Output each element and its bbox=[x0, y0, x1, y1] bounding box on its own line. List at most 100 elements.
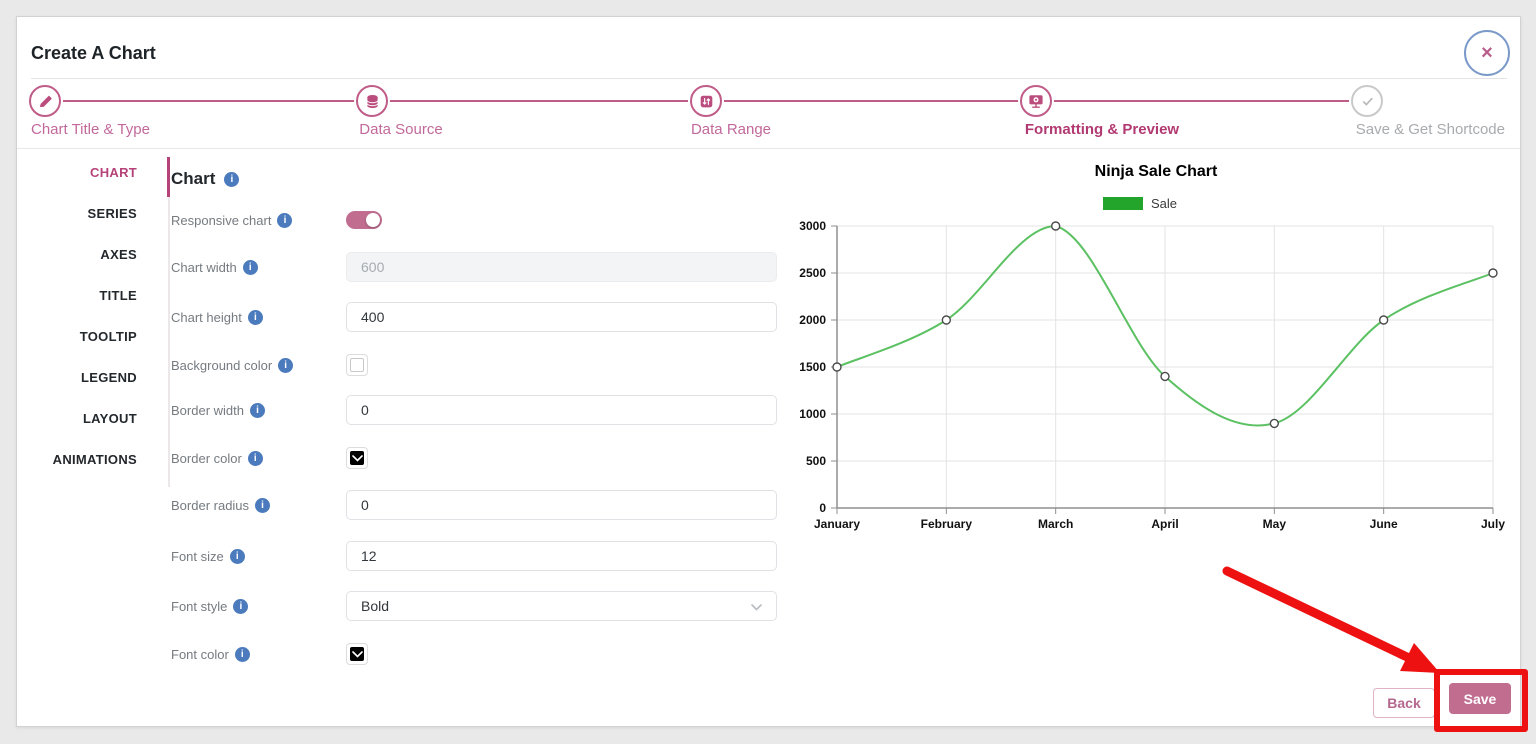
legend-label: Sale bbox=[1150, 196, 1178, 211]
field-label-text: Background color bbox=[171, 357, 273, 373]
svg-text:1500: 1500 bbox=[799, 360, 826, 374]
font-color-color-swatch[interactable] bbox=[346, 643, 368, 665]
field-label-text: Border width bbox=[171, 402, 244, 418]
info-icon[interactable]: i bbox=[249, 402, 265, 418]
chart-preview: Ninja Sale Chart Sale 0 500 1000 1500 2000 25… bbox=[791, 163, 1521, 563]
step-save-get-shortcode-circle[interactable] bbox=[1351, 85, 1383, 117]
svg-text:February: February bbox=[921, 517, 973, 531]
field-label-chart-height: Chart height i bbox=[171, 309, 346, 325]
info-icon[interactable]: i bbox=[233, 598, 249, 614]
field-label-font-style: Font style i bbox=[171, 598, 346, 614]
sidebar-tab-legend[interactable]: LEGEND bbox=[81, 370, 137, 385]
border-color-color-swatch[interactable] bbox=[346, 447, 368, 469]
page-title: Create A Chart bbox=[31, 43, 156, 63]
field-label-border-color: Border color i bbox=[171, 450, 346, 466]
field-label-responsive-chart: Responsive chart i bbox=[171, 212, 346, 228]
step-chart-title-type-label[interactable]: Chart Title & Type bbox=[31, 121, 150, 138]
step-data-range-label[interactable]: Data Range bbox=[690, 121, 772, 138]
panel-title-text: Chart bbox=[171, 169, 216, 188]
sidebar-tab-series[interactable]: SERIES bbox=[87, 206, 137, 221]
info-icon[interactable]: i bbox=[229, 548, 245, 564]
svg-text:0: 0 bbox=[819, 501, 826, 515]
info-icon[interactable]: i bbox=[278, 357, 294, 373]
close-icon: × bbox=[1481, 42, 1493, 64]
close-button[interactable]: × bbox=[1464, 30, 1510, 76]
field-label-text: Border color bbox=[171, 450, 242, 466]
svg-text:2500: 2500 bbox=[799, 266, 826, 280]
info-icon[interactable]: i bbox=[277, 212, 293, 228]
step-data-source-circle[interactable] bbox=[356, 85, 388, 117]
svg-text:July: July bbox=[1481, 517, 1505, 531]
wizard-stepper: Chart Title & Type Data Source Data Range F… bbox=[17, 17, 1520, 148]
sidebar-tab-title[interactable]: TITLE bbox=[99, 288, 137, 303]
field-label-background-color: Background color i bbox=[171, 357, 346, 373]
info-icon[interactable]: i bbox=[247, 309, 263, 325]
info-icon[interactable]: i bbox=[242, 259, 258, 275]
color-swatch-value bbox=[350, 451, 364, 465]
info-icon[interactable]: i bbox=[255, 497, 271, 513]
monitor-icon bbox=[1028, 93, 1044, 109]
responsive-chart-toggle[interactable] bbox=[346, 211, 382, 229]
field-label-font-size: Font size i bbox=[171, 548, 346, 564]
step-data-range-circle[interactable] bbox=[690, 85, 722, 117]
stepper-connector bbox=[1054, 100, 1349, 102]
sidebar-tab-animations[interactable]: ANIMATIONS bbox=[52, 452, 137, 467]
database-icon bbox=[365, 94, 380, 109]
field-row-border-color: Border color i bbox=[171, 447, 777, 469]
pencil-icon bbox=[38, 94, 53, 109]
field-label-border-radius: Border radius i bbox=[171, 497, 346, 513]
color-swatch-value bbox=[350, 647, 364, 661]
field-label-chart-width: Chart width i bbox=[171, 259, 346, 275]
svg-text:3000: 3000 bbox=[799, 220, 826, 233]
field-label-text: Chart width bbox=[171, 259, 237, 275]
sale-line-chart: 0 500 1000 1500 2000 2500 3000 January February M… bbox=[799, 220, 1505, 531]
chevron-down-icon bbox=[751, 598, 762, 614]
border-radius-input[interactable] bbox=[346, 490, 777, 520]
svg-text:January: January bbox=[814, 517, 860, 531]
save-button[interactable]: Save bbox=[1449, 683, 1511, 714]
sidebar-active-indicator bbox=[167, 157, 170, 197]
sidebar-tab-chart[interactable]: CHART bbox=[90, 165, 137, 180]
sidebar-tab-tooltip[interactable]: TOOLTIP bbox=[79, 329, 137, 344]
settings-sidebar: CHART SERIES AXES TITLE TOOLTIP LEGEND LAYOUT A… bbox=[17, 165, 137, 493]
font-style-select[interactable]: Bold bbox=[346, 591, 777, 621]
step-chart-title-type-circle[interactable] bbox=[29, 85, 61, 117]
step-data-source-label[interactable]: Data Source bbox=[359, 121, 443, 138]
field-label-text: Font size bbox=[171, 548, 224, 564]
field-label-text: Font color bbox=[171, 646, 229, 662]
chart-height-input[interactable] bbox=[346, 302, 777, 332]
chart-preview-title: Ninja Sale Chart bbox=[1094, 163, 1218, 180]
field-row-border-radius: Border radius i bbox=[171, 490, 777, 520]
field-row-background-color: Background color i bbox=[171, 354, 777, 376]
create-chart-modal: Create A Chart × Chart Title & Type Data … bbox=[16, 16, 1521, 727]
sidebar-divider bbox=[168, 157, 170, 487]
field-label-text: Chart height bbox=[171, 309, 242, 325]
step-formatting-preview-label[interactable]: Formatting & Preview bbox=[1024, 121, 1180, 138]
field-row-chart-width: Chart width i bbox=[171, 252, 777, 282]
step-save-get-shortcode-label[interactable]: Save & Get Shortcode bbox=[1355, 121, 1505, 138]
field-row-font-color: Font color i bbox=[171, 643, 777, 665]
field-label-text: Border radius bbox=[171, 497, 250, 513]
font-size-input[interactable] bbox=[346, 541, 777, 571]
step-formatting-preview-circle[interactable] bbox=[1020, 85, 1052, 117]
sidebar-tab-axes[interactable]: AXES bbox=[100, 247, 137, 262]
info-icon[interactable]: i bbox=[234, 646, 250, 662]
field-label-border-width: Border width i bbox=[171, 402, 346, 418]
stepper-divider bbox=[17, 148, 1520, 149]
background-color-color-swatch[interactable] bbox=[346, 354, 368, 376]
stepper-connector bbox=[63, 100, 354, 102]
svg-text:April: April bbox=[1151, 517, 1178, 531]
panel-title: Chart i bbox=[171, 169, 240, 189]
svg-text:March: March bbox=[1038, 517, 1073, 531]
border-width-input[interactable] bbox=[346, 395, 777, 425]
field-row-border-width: Border width i bbox=[171, 395, 777, 425]
chart-width-input[interactable] bbox=[346, 252, 777, 282]
sidebar-tab-layout[interactable]: LAYOUT bbox=[82, 411, 137, 426]
select-value: Bold bbox=[361, 598, 390, 614]
info-icon[interactable]: i bbox=[224, 171, 240, 187]
info-icon[interactable]: i bbox=[247, 450, 263, 466]
svg-text:500: 500 bbox=[806, 454, 826, 468]
svg-text:May: May bbox=[1263, 517, 1287, 531]
toggle-knob bbox=[366, 213, 380, 227]
back-button[interactable]: Back bbox=[1373, 688, 1435, 718]
